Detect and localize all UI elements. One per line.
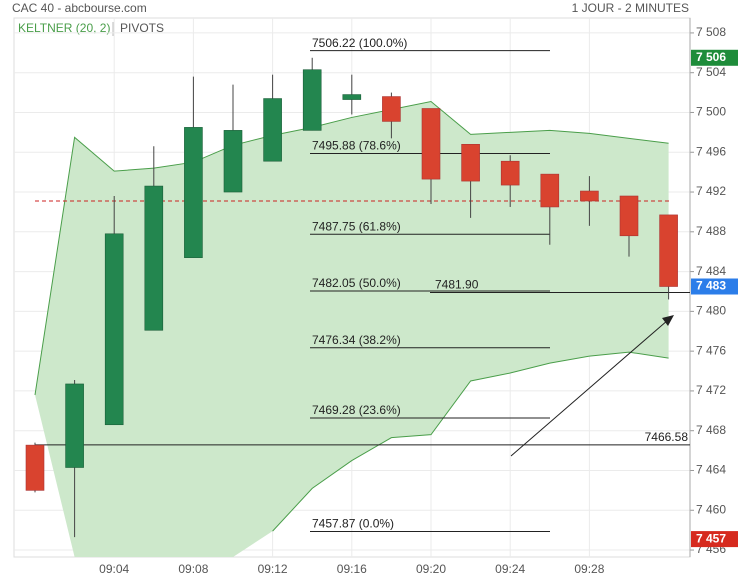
x-tick-label: 09:24 [495,562,525,576]
candle-body [540,173,560,208]
candle-body [382,96,401,122]
y-tick-label: 7 492 [696,184,726,198]
price-tag [691,49,738,66]
fib-label: 7469.28 (23.6%) [312,403,401,417]
price-tag [691,531,738,548]
candle-body [461,143,480,182]
candle-body [184,127,203,258]
x-tick-label: 09:28 [574,562,604,576]
price-tag [691,278,738,295]
y-tick-label: 7 488 [696,224,726,238]
chart-title: CAC 40 - abcbourse.com [12,1,147,15]
y-tick-label: 7 508 [696,25,726,39]
fib-label: 7457.87 (0.0%) [312,517,394,531]
level-label: 7481.90 [435,278,479,292]
x-tick-label: 09:08 [178,562,208,576]
price-tag-label: 7 483 [696,279,726,293]
y-tick-label: 7 484 [696,264,726,278]
x-tick-label: 09:12 [258,562,288,576]
candle-body [65,383,84,468]
y-tick-label: 7 464 [696,463,726,477]
y-tick-label: 7 500 [696,105,726,119]
x-tick-label: 09:04 [99,562,129,576]
candle-body [263,98,282,162]
x-tick-label: 09:16 [337,562,367,576]
candle-body [500,160,520,186]
y-tick-label: 7 504 [696,65,726,79]
chart-subtitle: 1 JOUR - 2 MINUTES [572,1,689,15]
candle-body [144,185,164,331]
candle-body [580,190,599,202]
fib-label: 7506.22 (100.0%) [312,36,407,50]
legend-pivots: PIVOTS [120,21,164,35]
candle-body [421,108,441,180]
keltner-upper [34,100,669,395]
y-tick-label: 7 496 [696,144,726,158]
price-tag-label: 7 506 [696,50,726,64]
candle-body [619,195,639,237]
fib-label: 7476.34 (38.2%) [312,333,401,347]
candle-body [659,214,678,287]
y-tick-label: 7 468 [696,423,726,437]
legend-keltner: KELTNER (20, 2) [18,21,110,35]
y-tick-label: 7 480 [696,304,726,318]
y-tick-label: 7 472 [696,383,726,397]
candle-body [302,69,322,131]
fib-label: 7482.05 (50.0%) [312,276,401,290]
price-tag-label: 7 457 [696,531,726,545]
candle-body [104,233,124,426]
fib-label: 7487.75 (61.8%) [312,219,401,233]
level-label: 7466.58 [645,430,689,444]
candle-body [342,94,362,100]
y-tick-label: 7 476 [696,343,726,357]
candle-body [223,130,243,193]
x-tick-label: 09:20 [416,562,446,576]
keltner-lower [272,351,669,532]
arrow [510,319,669,457]
y-tick-label: 7 460 [696,502,726,516]
fib-label: 7495.88 (78.6%) [312,139,401,153]
arrow-head [662,315,674,326]
candle-body [25,444,45,491]
